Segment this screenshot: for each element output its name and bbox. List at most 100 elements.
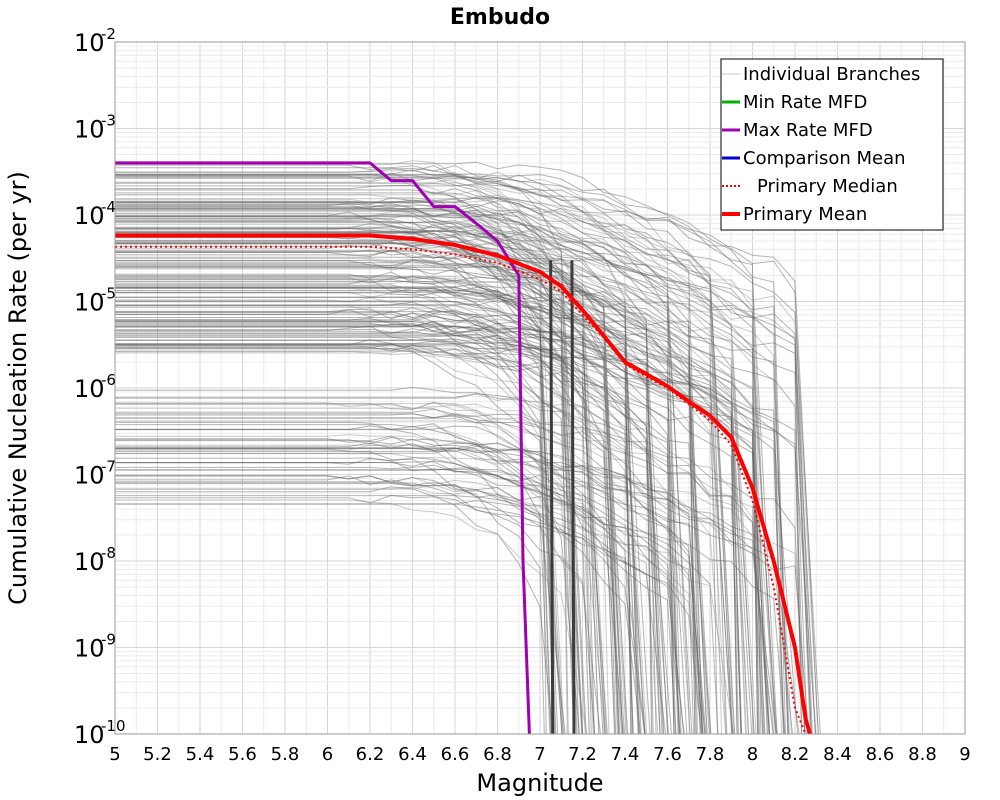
x-tick-label: 8.6 (866, 744, 895, 765)
branch-line (115, 172, 813, 735)
branch-line (115, 230, 817, 735)
branch-line (115, 224, 802, 735)
branch-line (115, 447, 793, 735)
branch-line (115, 258, 711, 735)
branch-line (115, 345, 778, 735)
y-tick-exponent: -2 (101, 25, 116, 43)
branch-line (115, 261, 583, 735)
branch-line (115, 386, 742, 735)
branch-line (115, 223, 708, 735)
branch-line (115, 297, 645, 735)
branch-line (115, 418, 590, 735)
branch-line (115, 287, 769, 735)
branch-line (115, 341, 770, 735)
series-layer (115, 161, 812, 735)
x-tick-label: 7.8 (696, 744, 725, 765)
branch-line (115, 305, 691, 735)
branch-line (115, 414, 770, 735)
branch-line (115, 225, 755, 735)
y-tick-base: 10 (74, 202, 105, 230)
y-tick-exponent: -6 (101, 371, 116, 389)
branch-line (115, 260, 792, 735)
legend-item: Max Rate MFD (722, 120, 873, 141)
branch-line (115, 320, 552, 735)
branch-line (115, 213, 757, 735)
branch-line (115, 328, 785, 735)
branch-line (115, 486, 702, 735)
branch-line (115, 321, 681, 735)
branch-line (115, 467, 646, 735)
branch-line (115, 281, 733, 735)
legend-label: Max Rate MFD (743, 120, 873, 141)
branch-line (115, 265, 708, 735)
branch-line (115, 486, 554, 735)
x-tick-label: 6.6 (441, 744, 470, 765)
y-axis-label: Cumulative Nucleation Rate (per yr) (4, 171, 32, 605)
branch-line (115, 287, 742, 735)
x-tick-label: 7.2 (568, 744, 597, 765)
branch-line (115, 218, 640, 735)
branch-line (115, 251, 777, 735)
branch-line (115, 444, 659, 735)
branch-line (115, 286, 753, 735)
x-tick-label: 6.2 (356, 744, 385, 765)
branch-line (115, 347, 712, 735)
y-tick-base: 10 (74, 116, 105, 144)
branch-line (115, 435, 706, 735)
y-tick-label: 10-6 (74, 371, 116, 403)
branch-line (115, 244, 580, 735)
y-tick-label: 10-7 (74, 458, 116, 490)
branch-line (115, 215, 701, 735)
branch-line (115, 296, 733, 735)
y-tick-exponent: -7 (101, 458, 116, 476)
branch-line (115, 457, 684, 735)
branch-line (115, 271, 578, 735)
branch-line (115, 325, 677, 735)
branch-line (115, 257, 633, 735)
branch-line (115, 453, 774, 735)
x-tick-label: 7.6 (653, 744, 682, 765)
branch-line (115, 242, 696, 735)
branch-line (115, 268, 665, 735)
branch-line (115, 476, 703, 735)
branch-line (115, 174, 632, 735)
branch-line (115, 350, 641, 735)
legend-item: Primary Mean (722, 204, 867, 225)
branch-line (115, 204, 623, 735)
branch-line (115, 212, 621, 735)
branch-line (115, 265, 704, 735)
branch-line (115, 503, 642, 735)
legend-item: Min Rate MFD (722, 92, 867, 113)
branch-line (115, 444, 580, 735)
legend-box (720, 58, 944, 231)
x-tick-label: 5.8 (271, 744, 300, 765)
branch-line (115, 277, 699, 735)
branch-line (115, 326, 764, 735)
branch-line (115, 344, 616, 735)
y-tick-base: 10 (74, 29, 105, 57)
legend-item: Individual Branches (722, 64, 920, 85)
y-tick-exponent: -3 (101, 112, 116, 130)
branch-line (115, 401, 764, 735)
branch-line (115, 215, 620, 735)
branch-line (115, 208, 680, 735)
branch-line (115, 402, 578, 735)
branch-line (115, 249, 663, 735)
branch-line (115, 307, 738, 735)
x-tick-label: 6.8 (483, 744, 512, 765)
branch-line (115, 204, 640, 735)
branch-line (115, 198, 734, 735)
branch-line (115, 303, 646, 735)
branch-line (115, 291, 583, 735)
branch-line (115, 190, 555, 735)
branch-line (115, 237, 697, 735)
branch-line (115, 206, 620, 735)
branch-line (115, 445, 777, 735)
y-tick-label: 10-8 (74, 544, 116, 576)
branch-line (115, 262, 627, 735)
branch-line (115, 442, 774, 735)
branch-line (115, 199, 693, 735)
branch-line (115, 344, 564, 735)
branch-line (115, 334, 622, 735)
branch-line (115, 350, 639, 735)
